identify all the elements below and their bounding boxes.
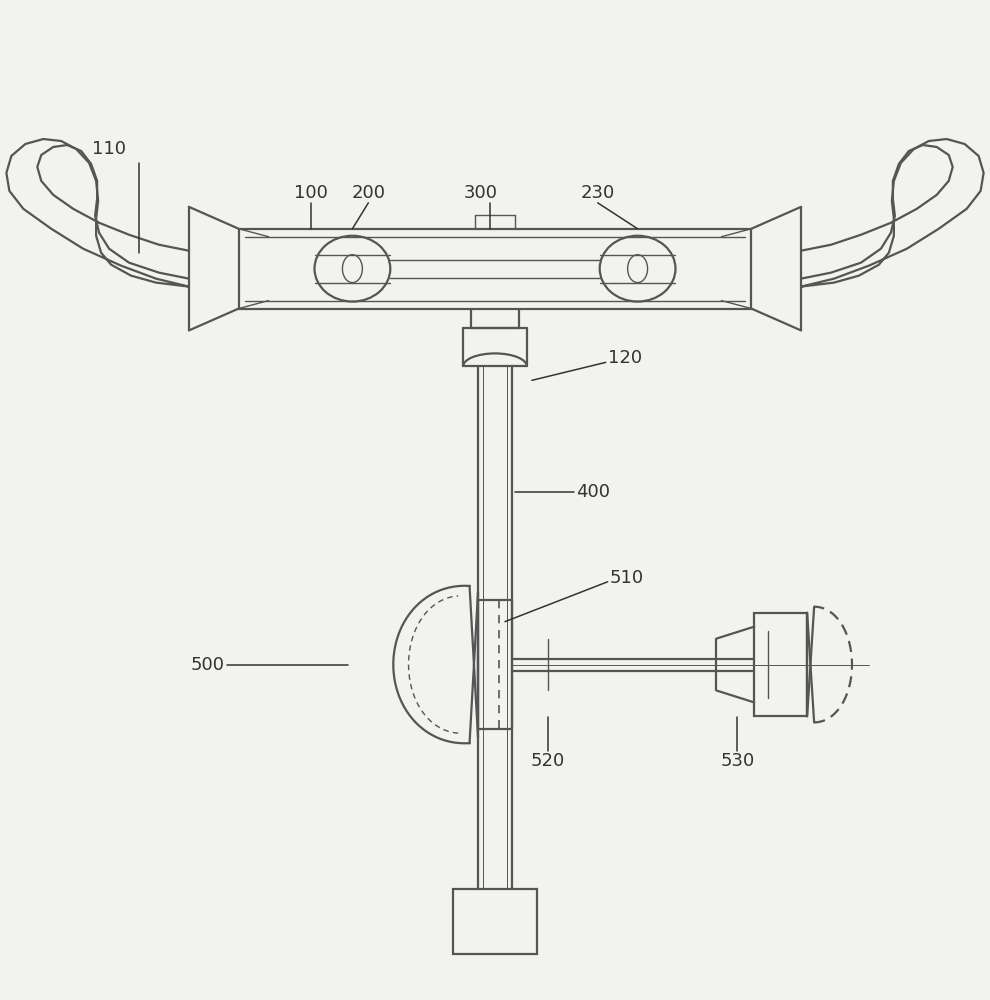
Bar (239, 229, 751, 309)
Text: 500: 500 (191, 656, 225, 674)
Text: 110: 110 (92, 140, 126, 158)
Text: 300: 300 (464, 184, 498, 202)
Bar (453, 889, 537, 954)
Text: 200: 200 (351, 184, 385, 202)
Text: 510: 510 (610, 569, 644, 587)
Text: 100: 100 (294, 184, 328, 202)
Text: 230: 230 (580, 184, 615, 202)
Bar (754, 613, 807, 716)
Text: 400: 400 (576, 483, 610, 501)
Text: 120: 120 (608, 349, 642, 367)
Text: 520: 520 (531, 752, 565, 770)
Text: 530: 530 (720, 752, 754, 770)
